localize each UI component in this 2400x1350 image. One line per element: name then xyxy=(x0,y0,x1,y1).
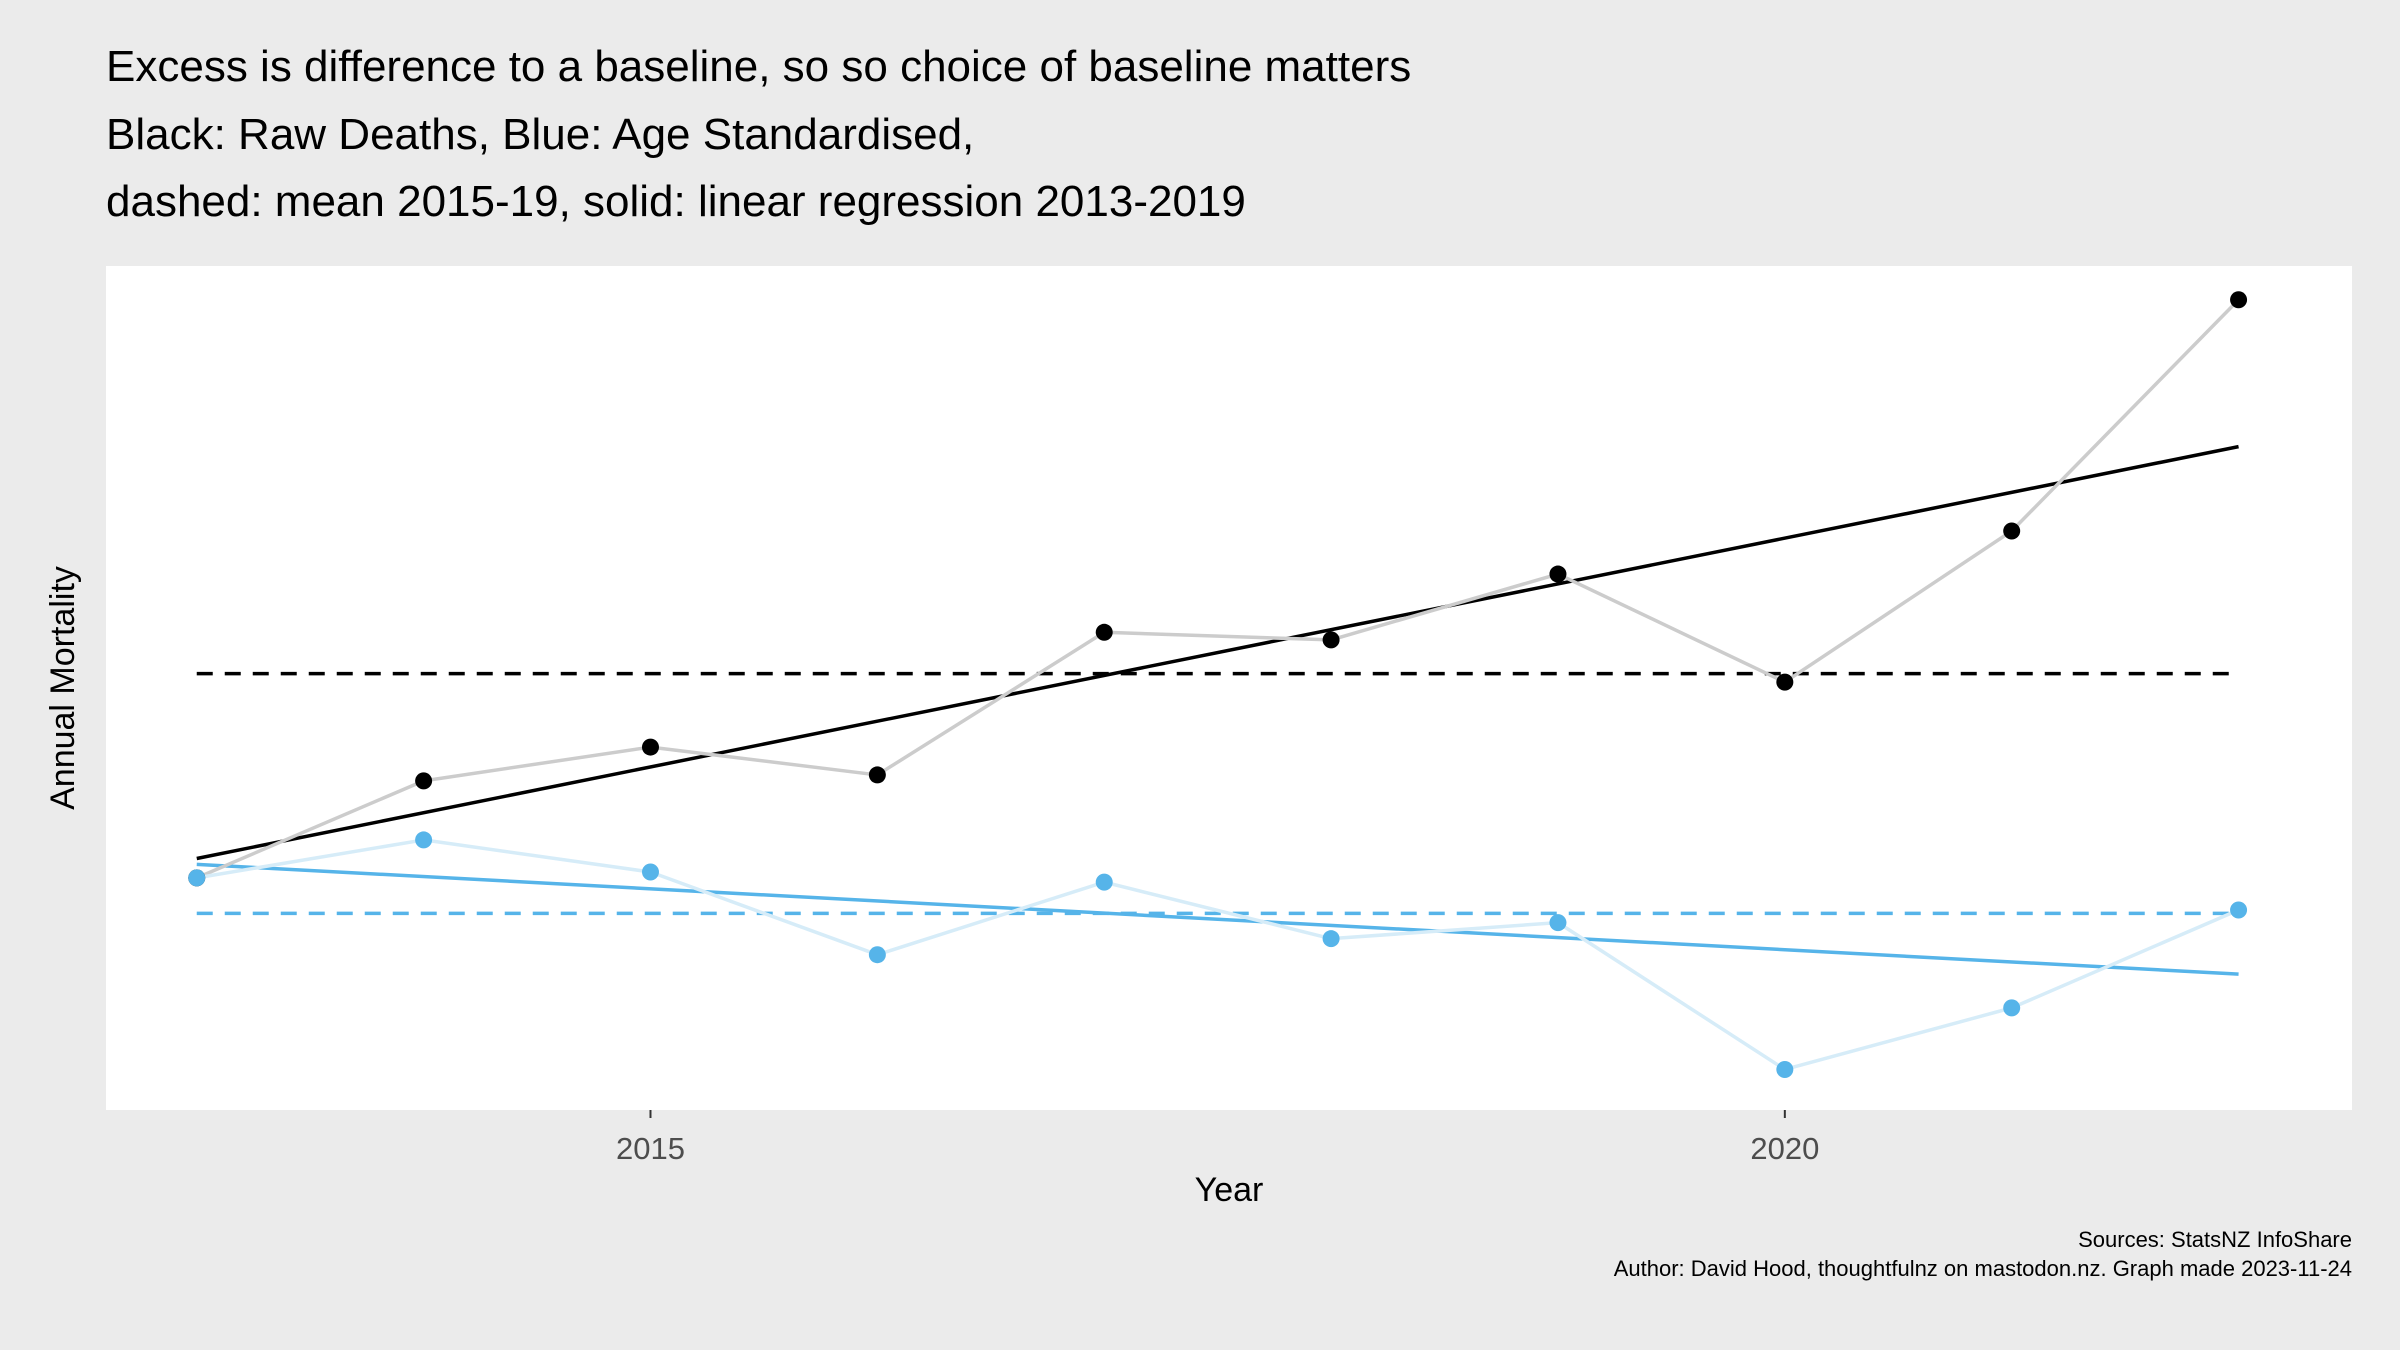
plot-panel xyxy=(106,266,2352,1110)
raw-deaths-point-2020 xyxy=(1776,673,1794,691)
age-standardised-point-2020 xyxy=(1776,1060,1794,1078)
y-axis-label: Annual Mortality xyxy=(44,566,82,810)
raw-deaths-line xyxy=(196,298,2240,880)
raw-deaths-point-2018 xyxy=(1322,631,1340,649)
raw-deaths-point-2021 xyxy=(2003,522,2021,540)
x-axis-label: Year xyxy=(1195,1171,1264,1209)
title-line-1: Excess is difference to a baseline, so s… xyxy=(106,42,1412,91)
age-standardised-regression-line xyxy=(196,862,2239,976)
age-standardised-point-2017 xyxy=(1095,873,1113,891)
raw-deaths-point-2019 xyxy=(1549,565,1567,583)
age-standardised-point-2016 xyxy=(868,946,886,964)
raw-deaths-point-2016 xyxy=(868,766,886,784)
series-layer xyxy=(188,291,2248,1078)
raw-deaths-regression-line xyxy=(196,444,2239,861)
baseline-layer xyxy=(196,444,2239,976)
age-standardised-point-2013 xyxy=(188,869,206,887)
raw-deaths-point-2014 xyxy=(415,772,433,790)
x-tick-label-2015: 2015 xyxy=(616,1131,685,1166)
age-standardised-point-2018 xyxy=(1322,930,1340,948)
raw-deaths-point-2022 xyxy=(2230,291,2248,309)
raw-deaths-point-2017 xyxy=(1095,623,1113,641)
age-standardised-line xyxy=(196,838,2240,1072)
age-standardised-point-2022 xyxy=(2230,901,2248,919)
title-line-2: Black: Raw Deaths, Blue: Age Standardise… xyxy=(106,110,975,159)
age-standardised-point-2021 xyxy=(2003,999,2021,1017)
age-standardised-point-2015 xyxy=(641,863,659,881)
x-tick-label-2020: 2020 xyxy=(1750,1131,1819,1166)
caption-author: Author: David Hood, thoughtfulnz on mast… xyxy=(1613,1256,2352,1281)
age-standardised-point-2019 xyxy=(1549,914,1567,932)
title-line-3: dashed: mean 2015-19, solid: linear regr… xyxy=(106,177,1246,226)
age-standardised-point-2014 xyxy=(415,831,433,849)
axis-layer: 2015 2020 xyxy=(616,1110,1819,1166)
raw-deaths-point-2015 xyxy=(641,738,659,756)
caption-sources: Sources: StatsNZ InfoShare xyxy=(2078,1227,2352,1252)
